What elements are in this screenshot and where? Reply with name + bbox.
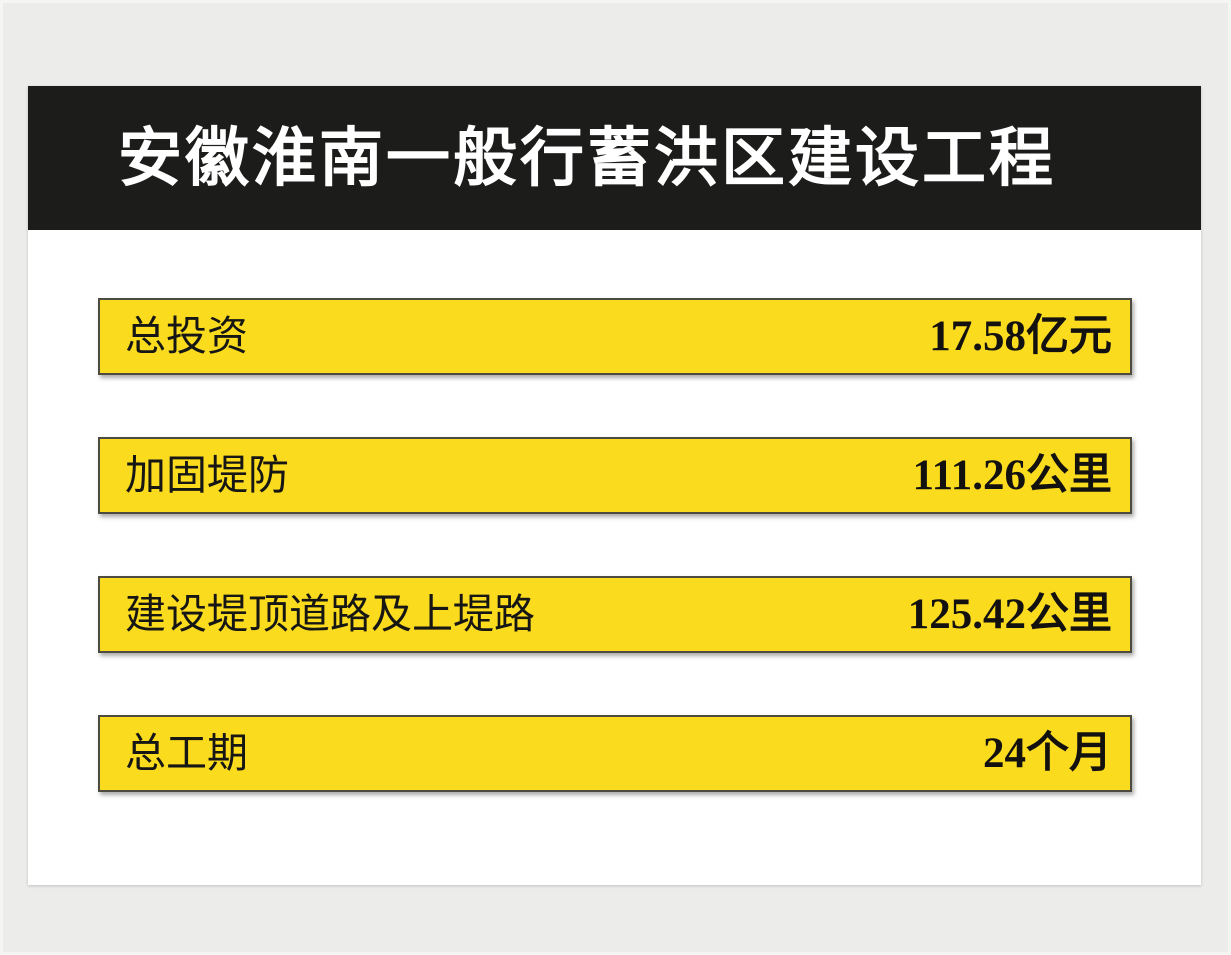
- stat-label: 总投资: [125, 313, 248, 359]
- title-bar: 安徽淮南一般行蓄洪区建设工程: [28, 86, 1201, 230]
- stat-row-crest-roads: 建设堤顶道路及上堤路 125.42公里: [98, 576, 1132, 653]
- stat-label: 加固堤防: [125, 452, 289, 498]
- stat-label: 总工期: [125, 730, 248, 776]
- stat-value: 125.42公里: [907, 591, 1112, 638]
- stat-value: 24个月: [983, 730, 1112, 777]
- stat-row-total-investment: 总投资 17.58亿元: [98, 298, 1132, 375]
- stat-row-reinforced-embankment: 加固堤防 111.26公里: [98, 437, 1132, 514]
- stat-value: 111.26公里: [912, 452, 1112, 499]
- stat-row-total-duration: 总工期 24个月: [98, 715, 1132, 792]
- stat-list: 总投资 17.58亿元 加固堤防 111.26公里 建设堤顶道路及上堤路 125…: [28, 298, 1201, 792]
- infographic-card: 安徽淮南一般行蓄洪区建设工程 总投资 17.58亿元 加固堤防 111.26公里…: [28, 86, 1201, 885]
- stat-value: 17.58亿元: [929, 313, 1112, 360]
- page-title: 安徽淮南一般行蓄洪区建设工程: [118, 122, 1056, 194]
- stat-label: 建设堤顶道路及上堤路: [125, 591, 535, 637]
